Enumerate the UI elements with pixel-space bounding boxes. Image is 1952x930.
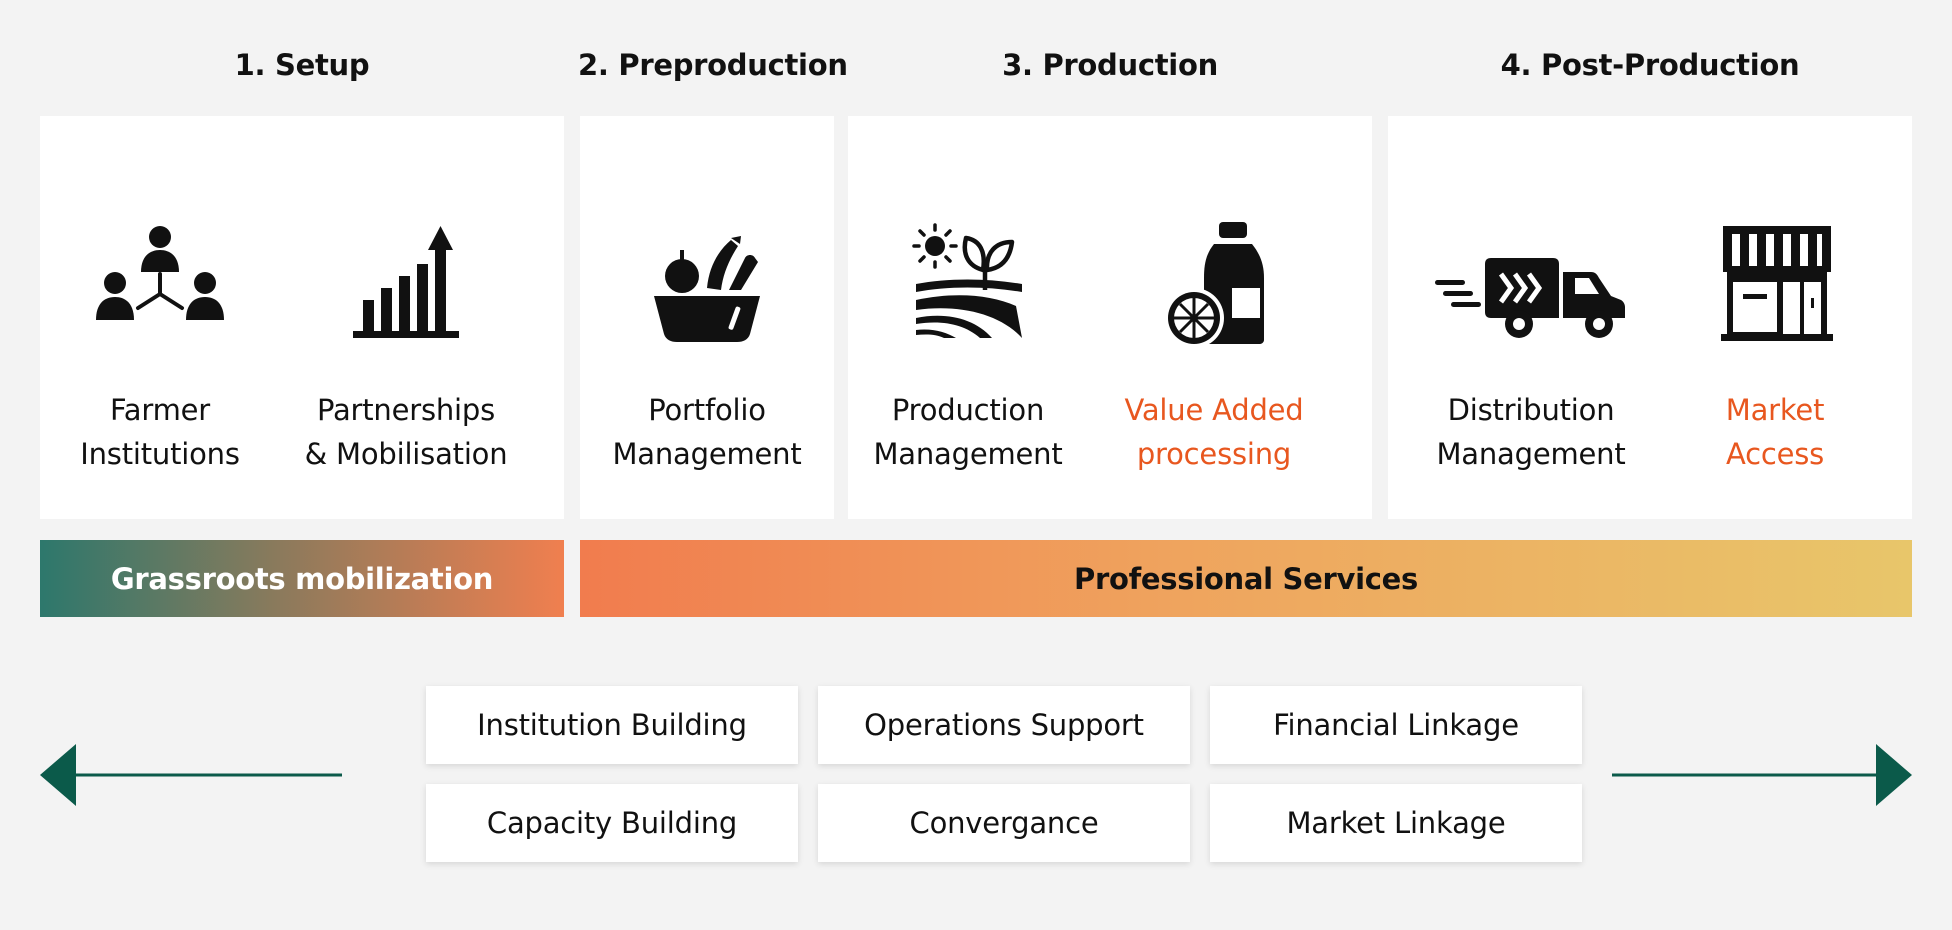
stage-title-production: 3. Production: [1002, 48, 1218, 82]
service-capacity-building: Capacity Building: [426, 784, 798, 862]
farmer-institutions-label: Farmer Institutions: [80, 393, 240, 471]
service-market-linkage: Market Linkage: [1210, 784, 1582, 862]
preproduction-card: Portfolio Management: [580, 116, 834, 519]
delivery-truck-icon: [1431, 208, 1631, 348]
service-operations-support: Operations Support: [818, 686, 1190, 764]
production-management-label: Production Management: [873, 393, 1063, 471]
storefront-icon: [1705, 208, 1845, 348]
professional-services-band: Professional Services: [580, 540, 1912, 617]
stage-title-setup: 1. Setup: [234, 48, 370, 82]
post-production-card: Distribution Management: [1388, 116, 1912, 519]
growth-chart-icon: [336, 208, 476, 348]
left-arrow-icon: [40, 744, 342, 806]
stage-title-preproduction: 2. Preproduction: [578, 48, 848, 82]
setup-card: Farmer Institutions Partnerships & Mobil…: [40, 116, 564, 519]
produce-basket-icon: [637, 208, 777, 348]
professional-services-label: Professional Services: [1074, 561, 1418, 596]
partnerships-label: Partnerships & Mobilisation: [304, 393, 508, 471]
value-added-processing-label: Value Added processing: [1124, 393, 1304, 471]
right-arrow-icon: [1612, 744, 1912, 806]
juice-bottle-icon: [1144, 208, 1284, 348]
grassroots-mobilization-band: Grassroots mobilization: [40, 540, 564, 617]
farm-field-icon: [898, 208, 1038, 348]
portfolio-management-label: Portfolio Management: [612, 393, 802, 471]
service-institution-building: Institution Building: [426, 686, 798, 764]
stage-title-post-production: 4. Post-Production: [1500, 48, 1800, 82]
people-network-icon: [90, 208, 230, 348]
production-card: Production Management: [848, 116, 1372, 519]
grassroots-mobilization-label: Grassroots mobilization: [110, 561, 494, 596]
market-access-label: Market Access: [1725, 393, 1825, 471]
service-financial-linkage: Financial Linkage: [1210, 686, 1582, 764]
service-convergance: Convergance: [818, 784, 1190, 862]
distribution-management-label: Distribution Management: [1436, 393, 1626, 471]
